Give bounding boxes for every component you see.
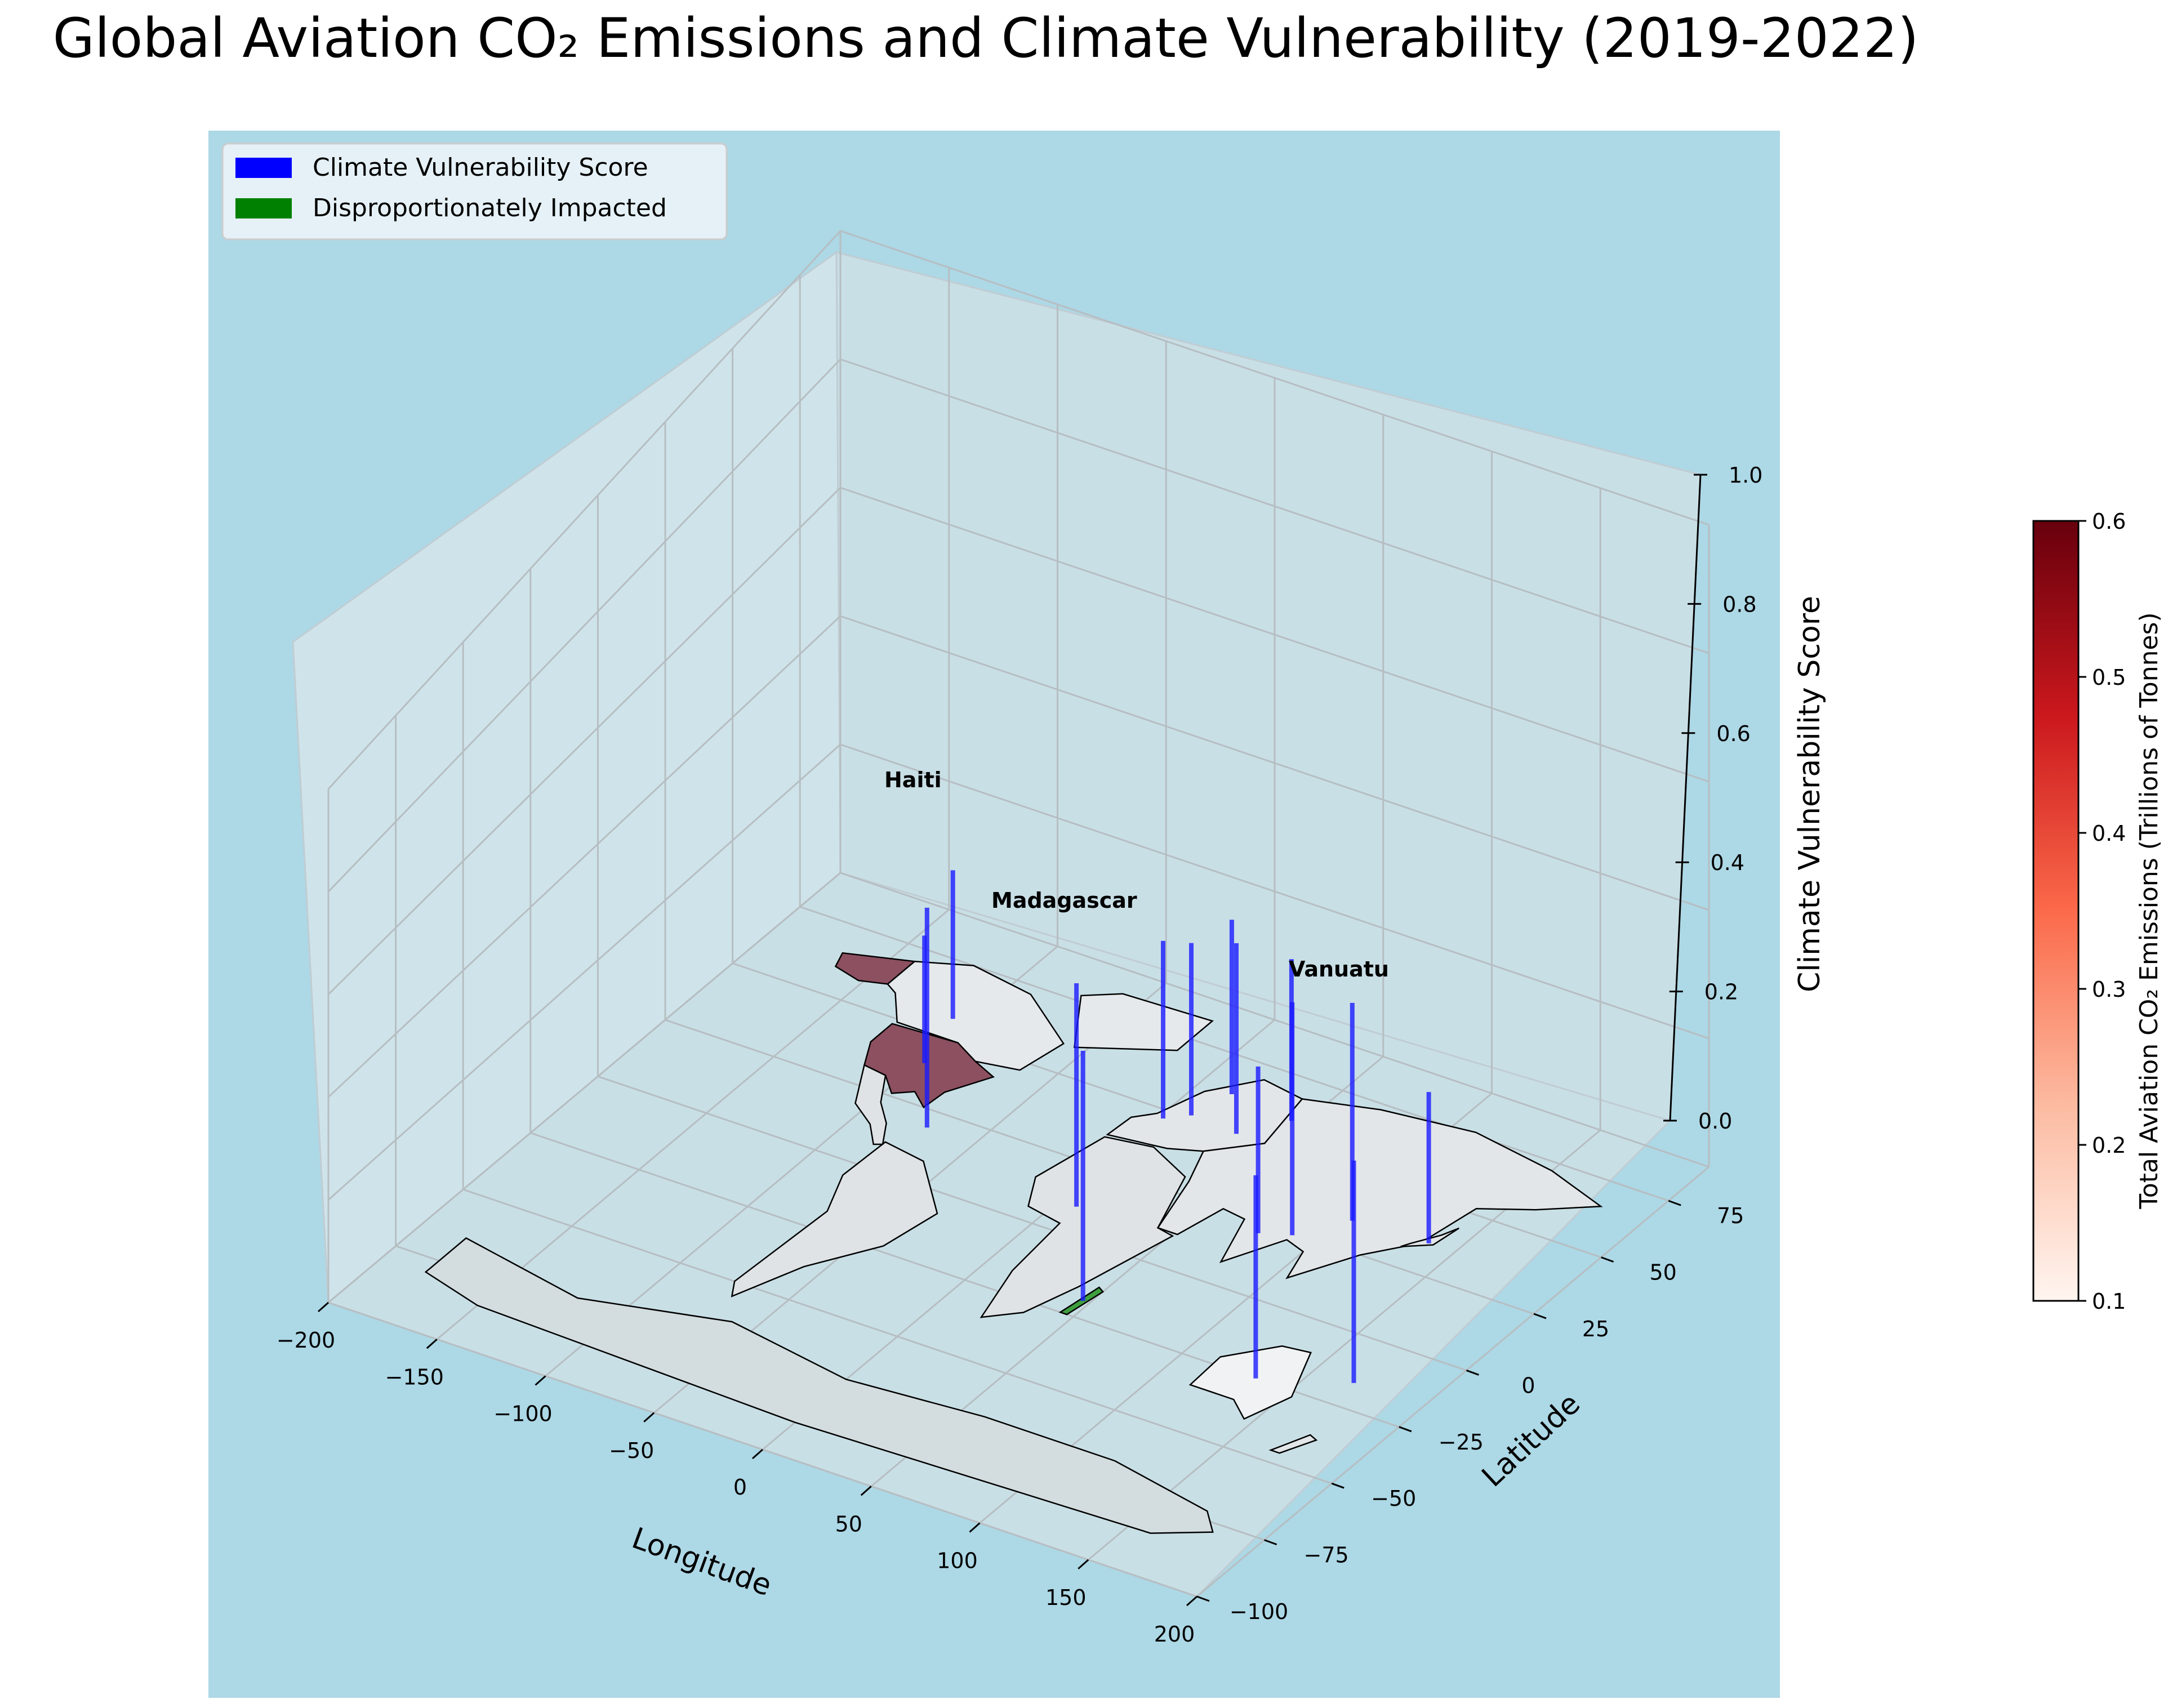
colorbar-tick-label: 0.2 xyxy=(2092,1133,2126,1158)
y-tick-label: 0 xyxy=(1521,1373,1535,1398)
vulnerability-stems xyxy=(922,870,1431,1383)
land-alaska xyxy=(834,952,916,985)
grid-line xyxy=(597,1076,1467,1371)
x-tick-label: 0 xyxy=(733,1475,747,1500)
z-tick-label: 0.6 xyxy=(1716,721,1750,746)
legend: Climate Vulnerability Score Disproportio… xyxy=(221,142,728,240)
x-tick-mark xyxy=(426,1339,438,1349)
grid-line xyxy=(328,872,841,1304)
colorbar-label: Total Aviation CO₂ Emissions (Trillions … xyxy=(2135,612,2163,1209)
y-tick-label: 75 xyxy=(1717,1203,1744,1228)
x-tick-mark xyxy=(535,1375,546,1386)
x-tick-mark xyxy=(1186,1595,1197,1607)
grid-line xyxy=(462,1188,1332,1484)
grid-line xyxy=(840,230,1709,526)
land-south-america xyxy=(731,1141,938,1297)
grid-line xyxy=(328,743,841,1201)
land-asia xyxy=(1156,1098,1603,1279)
land-australia xyxy=(1188,1345,1312,1420)
legend-swatch-impacted xyxy=(235,198,292,218)
legend-swatch-vulnerability xyxy=(235,158,292,178)
x-tick-mark xyxy=(1078,1559,1089,1569)
x-tick-label: −150 xyxy=(385,1364,444,1389)
annotation-vanuatu: Vanuatu xyxy=(1289,957,1389,982)
colorbar-tick-label: 0.1 xyxy=(2092,1289,2126,1314)
y-tick-mark xyxy=(1601,1256,1614,1263)
world-map xyxy=(424,952,1603,1534)
chart-title: Global Aviation CO₂ Emissions and Climat… xyxy=(52,7,1919,70)
grid-line xyxy=(327,358,842,893)
annotation-haiti: Haiti xyxy=(884,768,942,792)
grid-line xyxy=(327,615,842,1098)
y-tick-label: −75 xyxy=(1304,1543,1349,1568)
y-tick-label: −50 xyxy=(1371,1486,1416,1511)
land-central-america xyxy=(854,1064,887,1145)
grid-line xyxy=(327,230,842,790)
colorbar-tick-label: 0.5 xyxy=(2092,665,2126,690)
colorbar: 0.1 0.2 0.3 0.4 0.5 0.6 Total Aviation CO₂ Em… xyxy=(2032,509,2163,1314)
x-tick-label: −50 xyxy=(609,1438,654,1463)
x-tick-mark xyxy=(860,1486,872,1496)
y-tick-mark xyxy=(1668,1199,1681,1206)
grid-line xyxy=(840,872,1709,1168)
land-new-zealand xyxy=(1268,1434,1318,1454)
land-antarctica xyxy=(424,1237,1214,1534)
z-tick-label: 0.2 xyxy=(1704,980,1738,1005)
axis-ticks: −200 −150 −100 −50 0 50 100 150 200 −100 −75 −50 −25… xyxy=(277,463,1763,1647)
z-tick-label: 0.0 xyxy=(1698,1109,1732,1134)
grid-line xyxy=(840,487,1709,783)
grid-line xyxy=(327,487,842,995)
x-tick-mark xyxy=(969,1522,981,1533)
z-axis-line xyxy=(1669,474,1702,1121)
y-tick-label: −25 xyxy=(1439,1430,1484,1455)
x-tick-label: −200 xyxy=(277,1328,335,1353)
z-tick-label: 1.0 xyxy=(1729,463,1762,488)
z-tick-label: 0.4 xyxy=(1711,850,1744,875)
y-tick-mark xyxy=(1264,1539,1277,1546)
land-europe xyxy=(1106,1079,1303,1152)
annotation-madagascar: Madagascar xyxy=(991,888,1137,913)
y-tick-label: 25 xyxy=(1582,1317,1609,1341)
y-tick-mark xyxy=(1466,1370,1479,1376)
grid-line xyxy=(1196,1166,1709,1598)
colorbar-tick-label: 0.4 xyxy=(2092,821,2126,846)
land-greenland xyxy=(1073,993,1214,1051)
y-tick-mark xyxy=(1196,1595,1210,1602)
grid-line xyxy=(840,743,1709,1040)
y-tick-label: 50 xyxy=(1649,1260,1676,1285)
colorbar-tick-label: 0.6 xyxy=(2092,509,2126,534)
grid-lines xyxy=(327,230,1710,1598)
colorbar-gradient xyxy=(2032,520,2080,1302)
x-tick-mark xyxy=(643,1412,655,1422)
z-axis-label: Climate Vulnerability Score xyxy=(1793,596,1827,992)
grid-line xyxy=(840,615,1709,911)
y-tick-mark xyxy=(1533,1313,1547,1319)
x-tick-label: 200 xyxy=(1154,1622,1195,1647)
x-tick-mark xyxy=(318,1301,329,1313)
y-tick-mark xyxy=(1399,1426,1412,1433)
y-tick-label: −100 xyxy=(1230,1599,1288,1624)
x-tick-mark xyxy=(752,1448,763,1460)
x-tick-label: 50 xyxy=(835,1511,862,1536)
grid-line xyxy=(840,358,1709,654)
legend-box xyxy=(221,142,728,240)
z-tick-label: 0.8 xyxy=(1722,592,1756,617)
y-tick-mark xyxy=(1331,1482,1345,1489)
x-tick-label: 150 xyxy=(1045,1585,1087,1610)
colorbar-ticks: 0.1 0.2 0.3 0.4 0.5 0.6 xyxy=(2078,509,2126,1314)
legend-label-vulnerability: Climate Vulnerability Score xyxy=(313,153,648,182)
x-tick-label: 100 xyxy=(937,1549,978,1573)
x-tick-label: −100 xyxy=(493,1402,552,1426)
colorbar-tick-label: 0.3 xyxy=(2092,977,2126,1002)
legend-label-impacted: Disproportionately Impacted xyxy=(313,194,667,222)
